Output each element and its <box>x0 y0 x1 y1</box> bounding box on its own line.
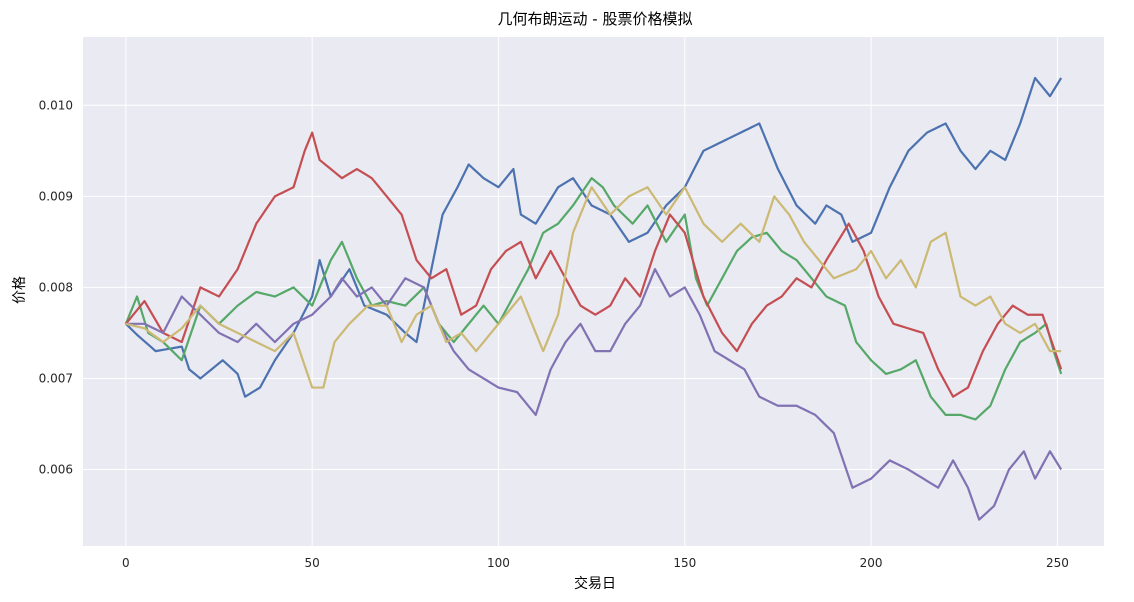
y-tick-label: 0.007 <box>39 371 73 385</box>
x-tick-label: 250 <box>1046 556 1069 570</box>
series-line-5 <box>125 268 1063 521</box>
x-tick-label: 50 <box>305 556 320 570</box>
y-axis-label: 价格 <box>12 276 28 304</box>
x-tick-label: 100 <box>487 556 510 570</box>
series-line-6 <box>125 186 1062 389</box>
series-line-3 <box>124 177 1063 421</box>
series-layer <box>124 76 1063 521</box>
x-axis-label: 交易日 <box>574 575 616 592</box>
plot-area <box>83 37 1104 546</box>
y-tick-label: 0.006 <box>39 463 73 477</box>
y-tick-label: 0.008 <box>39 280 73 294</box>
tick-labels: 0 50 100 150 200 250 0.006 0.007 0.008 0.009 0.010 <box>39 98 1069 570</box>
x-tick-label: 150 <box>673 556 696 570</box>
x-tick-label: 0 <box>122 556 130 570</box>
series-line-4 <box>124 131 1063 398</box>
chart-title: 几何布朗运动 - 股票价格模拟 <box>498 10 693 28</box>
series-line-1 <box>125 76 1063 398</box>
y-tick-label: 0.010 <box>39 98 73 112</box>
grid <box>83 37 1104 546</box>
y-tick-label: 0.009 <box>39 189 73 203</box>
x-tick-label: 200 <box>860 556 883 570</box>
